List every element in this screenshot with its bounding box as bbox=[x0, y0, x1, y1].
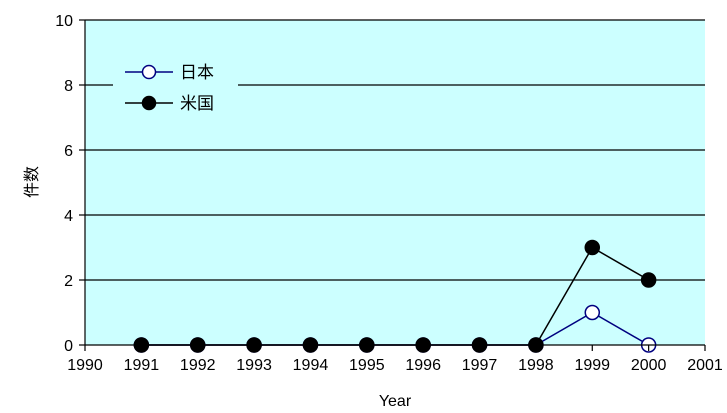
x-tick-label: 2001 bbox=[687, 357, 723, 374]
x-tick-label: 1998 bbox=[518, 357, 554, 374]
x-axis-title: Year bbox=[379, 393, 412, 410]
x-tick-label: 1995 bbox=[349, 357, 385, 374]
legend-marker bbox=[141, 64, 157, 80]
x-tick-label: 1993 bbox=[236, 357, 272, 374]
data-point bbox=[640, 272, 657, 288]
x-tick-label: 1996 bbox=[405, 357, 441, 374]
x-tick-label: 2000 bbox=[631, 357, 667, 374]
data-point bbox=[584, 239, 601, 256]
x-axis-ticks: 1990 1991 1992 1993 1994 1995 1996 1997 1998 1999… bbox=[67, 345, 723, 374]
legend-box bbox=[113, 55, 238, 117]
x-tick-label: 1997 bbox=[462, 357, 498, 374]
y-tick-label: 8 bbox=[64, 78, 73, 95]
legend-label: 米国 bbox=[180, 94, 214, 113]
y-axis-ticks: 0 2 4 6 8 10 bbox=[55, 13, 85, 355]
y-tick-label: 4 bbox=[64, 208, 73, 225]
y-tick-label: 10 bbox=[55, 13, 73, 30]
y-tick-label: 0 bbox=[64, 338, 73, 355]
y-axis-title: 件数 bbox=[23, 166, 41, 198]
x-tick-label: 1992 bbox=[180, 357, 216, 374]
legend-label: 日本 bbox=[180, 63, 214, 82]
y-tick-label: 6 bbox=[64, 143, 73, 160]
legend-marker bbox=[141, 95, 157, 111]
x-tick-label: 1991 bbox=[124, 357, 160, 374]
y-tick-label: 2 bbox=[64, 273, 73, 290]
x-tick-label: 1999 bbox=[574, 357, 610, 374]
x-tick-label: 1994 bbox=[293, 357, 329, 374]
x-tick-label: 1990 bbox=[67, 357, 103, 374]
data-point bbox=[584, 304, 601, 321]
